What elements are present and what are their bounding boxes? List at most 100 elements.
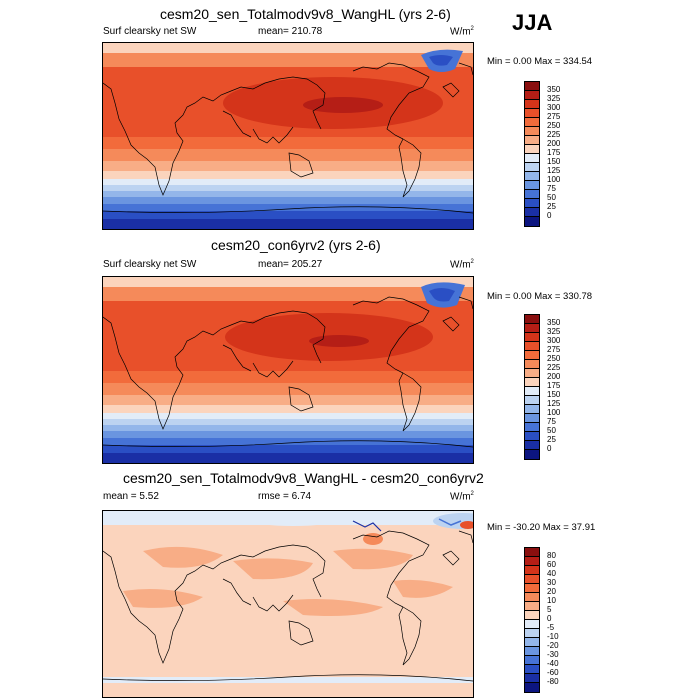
colorbar-label: -10	[547, 632, 559, 641]
colorbar-label: 100	[547, 175, 561, 184]
colorbar-swatch	[525, 172, 539, 181]
colorbar-label: 125	[547, 166, 561, 175]
colorbar-label: 275	[547, 345, 561, 354]
panel2-title: cesm20_con6yrv2 (yrs 2-6)	[211, 237, 381, 253]
panel1-units: W/m2	[450, 26, 474, 37]
colorbar-label: 0	[547, 211, 552, 220]
colorbar-label: 10	[547, 596, 556, 605]
panel1-mean: mean= 210.78	[258, 26, 323, 37]
panel2-field-label: Surf clearsky net SW	[103, 259, 197, 270]
season-label: JJA	[512, 10, 553, 35]
colorbar-swatch	[525, 441, 539, 450]
colorbar-swatch	[525, 674, 539, 683]
colorbar-label: -20	[547, 641, 559, 650]
panel2-minmax: Min = 0.00 Max = 330.78	[487, 291, 593, 302]
colorbar-swatch	[525, 333, 539, 342]
colorbar-label: -60	[547, 668, 559, 677]
panel3-map	[102, 510, 474, 698]
panel1-field-label: Surf clearsky net SW	[103, 26, 197, 37]
colorbar-label: -40	[547, 659, 559, 668]
colorbar-swatch	[525, 387, 539, 396]
colorbar-swatch	[525, 118, 539, 127]
colorbar-swatch	[525, 136, 539, 145]
colorbar-label: 275	[547, 112, 561, 121]
colorbar-label: 40	[547, 569, 556, 578]
colorbar-label: 80	[547, 551, 556, 560]
colorbar-label: -5	[547, 623, 555, 632]
colorbar-swatch	[525, 450, 539, 459]
colorbar-label: 325	[547, 94, 561, 103]
colorbar-label: 50	[547, 193, 556, 202]
colorbar-swatch	[525, 154, 539, 163]
panel1-units-base: W/m	[450, 26, 471, 38]
colorbar-swatch	[525, 324, 539, 333]
colorbar-swatch	[525, 665, 539, 674]
panel3-colorbar	[524, 547, 540, 693]
colorbar-label: 75	[547, 184, 556, 193]
colorbar-label: -30	[547, 650, 559, 659]
colorbar-label: 175	[547, 148, 561, 157]
panel2-units-base: W/m	[450, 259, 471, 271]
panel3-mean: mean = 5.52	[103, 491, 159, 502]
colorbar-swatch	[525, 575, 539, 584]
colorbar-swatch	[525, 566, 539, 575]
colorbar-label: 0	[547, 614, 552, 623]
panel1-colorbar-labels: 350 325 300 275 250 225 200 175 150 125 100 75 50 25 0	[547, 81, 577, 225]
panel2-map	[102, 276, 474, 464]
colorbar-label: 325	[547, 327, 561, 336]
colorbar-label: 150	[547, 390, 561, 399]
colorbar-swatch	[525, 181, 539, 190]
colorbar-swatch	[525, 342, 539, 351]
colorbar-swatch	[525, 405, 539, 414]
panel3-rmse: rmse = 6.74	[258, 491, 312, 502]
colorbar-swatch	[525, 82, 539, 91]
colorbar-swatch	[525, 611, 539, 620]
colorbar-label: 300	[547, 336, 561, 345]
colorbar-label: -80	[547, 677, 559, 686]
panel3-minmax: Min = -30.20 Max = 37.91	[487, 522, 596, 533]
colorbar-swatch	[525, 584, 539, 593]
colorbar-label: 300	[547, 103, 561, 112]
colorbar-label: 25	[547, 435, 556, 444]
panel3-colorbar-boxes	[525, 548, 539, 692]
panel2-units-exp: 2	[470, 259, 474, 265]
colorbar-swatch	[525, 647, 539, 656]
colorbar-label: 200	[547, 139, 561, 148]
colorbar-swatch	[525, 396, 539, 405]
panel2-colorbar-labels: 350 325 300 275 250 225 200 175 150 125 100 75 50 25 0	[547, 314, 577, 458]
panel1-units-exp: 2	[470, 26, 474, 32]
colorbar-swatch	[525, 423, 539, 432]
colorbar-label: 60	[547, 560, 556, 569]
colorbar-swatch	[525, 190, 539, 199]
colorbar-swatch	[525, 351, 539, 360]
colorbar-label: 200	[547, 372, 561, 381]
colorbar-label: 30	[547, 578, 556, 587]
colorbar-label: 0	[547, 444, 552, 453]
panel1-map	[102, 42, 474, 230]
panel3-colorbar-labels: 80 60 40 30 20 10 5 0 -5 -10 -20 -30 -40 -60 -80	[547, 547, 577, 691]
panel3-units-exp: 2	[470, 491, 474, 497]
colorbar-label: 50	[547, 426, 556, 435]
colorbar-label: 5	[547, 605, 552, 614]
colorbar-swatch	[525, 378, 539, 387]
colorbar-label: 75	[547, 417, 556, 426]
colorbar-swatch	[525, 683, 539, 692]
colorbar-swatch	[525, 109, 539, 118]
panel1-minmax: Min = 0.00 Max = 334.54	[487, 56, 593, 67]
colorbar-swatch	[525, 217, 539, 226]
panel1-colorbar	[524, 81, 540, 227]
colorbar-swatch	[525, 638, 539, 647]
colorbar-label: 175	[547, 381, 561, 390]
panel2-mean: mean= 205.27	[258, 259, 323, 270]
colorbar-label: 125	[547, 399, 561, 408]
colorbar-swatch	[525, 163, 539, 172]
colorbar-label: 250	[547, 354, 561, 363]
colorbar-swatch	[525, 100, 539, 109]
colorbar-swatch	[525, 199, 539, 208]
panel2-colorbar	[524, 314, 540, 460]
colorbar-label: 225	[547, 363, 561, 372]
colorbar-label: 20	[547, 587, 556, 596]
colorbar-label: 150	[547, 157, 561, 166]
colorbar-swatch	[525, 548, 539, 557]
panel1-title: cesm20_sen_Totalmodv9v8_WangHL (yrs 2-6)	[160, 6, 451, 22]
